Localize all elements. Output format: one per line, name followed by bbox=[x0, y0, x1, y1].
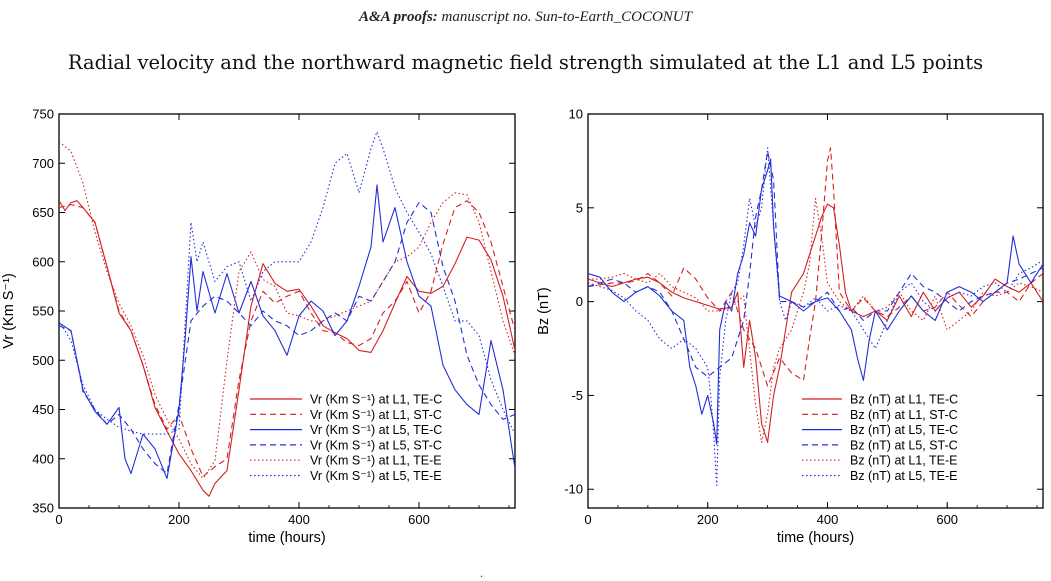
legend-entry-3: Vr (Km S⁻¹) at L5, ST-C bbox=[310, 438, 442, 452]
series-line-3 bbox=[588, 150, 1043, 378]
series-line-3 bbox=[59, 202, 515, 475]
series-line-0 bbox=[59, 200, 515, 497]
journal-name: A&A proofs: bbox=[359, 9, 438, 25]
legend-entry-2: Vr (Km S⁻¹) at L5, TE-C bbox=[310, 423, 442, 437]
legend-entry-0: Bz (nT) at L1, TE-C bbox=[850, 393, 958, 407]
y-tick-label: 5 bbox=[576, 200, 583, 215]
series-line-4 bbox=[59, 141, 515, 479]
legend-entry-5: Vr (Km S⁻¹) at L5, TE-E bbox=[310, 469, 442, 483]
y-tick-label: 600 bbox=[32, 254, 54, 269]
x-axis-label: time (hours) bbox=[777, 530, 854, 546]
legend-entry-1: Vr (Km S⁻¹) at L1, ST-C bbox=[310, 408, 442, 422]
series-line-0 bbox=[588, 203, 1043, 443]
legend-entry-2: Bz (nT) at L5, TE-C bbox=[850, 423, 958, 437]
x-tick-label: 0 bbox=[584, 512, 591, 527]
stray-mark: . bbox=[480, 566, 483, 580]
y-tick-label: -5 bbox=[571, 388, 583, 403]
y-tick-label: 450 bbox=[32, 402, 54, 417]
manuscript-id: manuscript no. Sun-to-Earth_COCONUT bbox=[441, 9, 692, 25]
y-tick-label: 500 bbox=[32, 353, 54, 368]
series-line-1 bbox=[588, 147, 1043, 387]
y-tick-label: 10 bbox=[569, 107, 583, 122]
y-tick-label: 350 bbox=[32, 501, 54, 516]
y-axis-label: Bz (nT) bbox=[536, 287, 552, 335]
series-group bbox=[59, 131, 515, 497]
x-tick-label: 400 bbox=[288, 512, 310, 527]
x-tick-label: 400 bbox=[817, 512, 839, 527]
series-line-5 bbox=[588, 147, 1043, 487]
y-tick-label: -10 bbox=[564, 482, 583, 497]
y-tick-label: 550 bbox=[32, 304, 54, 319]
page-header: A&A proofs: manuscript no. Sun-to-Earth_… bbox=[0, 9, 1051, 26]
y-tick-label: 0 bbox=[576, 294, 583, 309]
x-tick-label: 200 bbox=[168, 512, 190, 527]
figure-title: Radial velocity and the northward magnet… bbox=[67, 51, 984, 74]
legend-entry-3: Bz (nT) at L5, ST-C bbox=[850, 438, 958, 452]
legend-entry-5: Bz (nT) at L5, TE-E bbox=[850, 469, 957, 483]
plot-frame bbox=[58, 113, 516, 509]
y-tick-label: 750 bbox=[32, 107, 54, 122]
y-axis-label: Vr (Km S⁻¹) bbox=[1, 273, 17, 349]
legend: Bz (nT) at L1, TE-CBz (nT) at L1, ST-CBz… bbox=[802, 393, 958, 483]
x-tick-label: 0 bbox=[55, 512, 62, 527]
series-line-1 bbox=[59, 200, 515, 478]
x-tick-label: 600 bbox=[408, 512, 430, 527]
legend-entry-4: Bz (nT) at L1, TE-E bbox=[850, 454, 957, 468]
y-tick-label: 650 bbox=[32, 205, 54, 220]
plot-frame bbox=[587, 113, 1044, 509]
legend-entry-4: Vr (Km S⁻¹) at L1, TE-E bbox=[310, 454, 442, 468]
vr-chart: 0 200 400 600 350 400 450 500 550 600 650 700 750 tim… bbox=[1, 107, 516, 546]
x-tick-label: 600 bbox=[936, 512, 958, 527]
series-group bbox=[588, 147, 1043, 487]
legend: Vr (Km S⁻¹) at L1, TE-CVr (Km S⁻¹) at L1… bbox=[250, 393, 442, 483]
y-tick-label: 400 bbox=[32, 451, 54, 466]
y-tick-label: 700 bbox=[32, 156, 54, 171]
series-line-4 bbox=[588, 197, 1043, 443]
x-tick-label: 200 bbox=[697, 512, 719, 527]
x-axis-label: time (hours) bbox=[248, 530, 325, 546]
series-line-2 bbox=[588, 158, 1043, 445]
bz-chart: 0 200 400 600 -10 -5 0 5 10 time (hours) Bz (nT) Bz… bbox=[536, 107, 1044, 546]
legend-entry-1: Bz (nT) at L1, ST-C bbox=[850, 408, 958, 422]
series-line-5 bbox=[59, 131, 515, 435]
legend-entry-0: Vr (Km S⁻¹) at L1, TE-C bbox=[310, 393, 442, 407]
series-line-2 bbox=[59, 184, 515, 479]
